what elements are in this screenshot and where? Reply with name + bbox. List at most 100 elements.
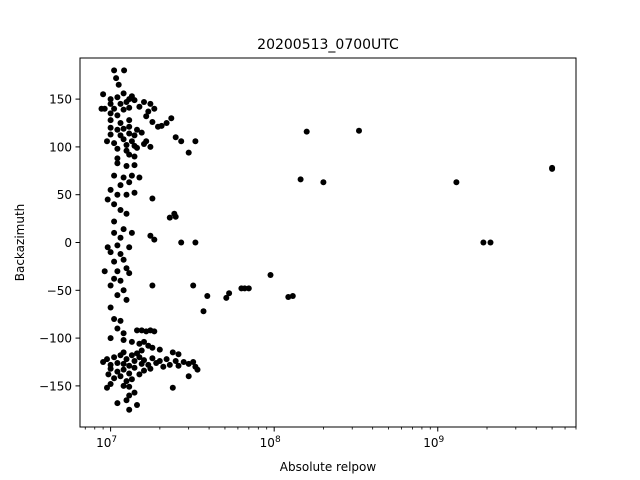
data-point — [104, 244, 111, 251]
data-point — [107, 365, 114, 372]
data-point — [107, 124, 114, 131]
data-point — [178, 138, 185, 145]
y-tick-label: −50 — [47, 284, 72, 298]
data-point — [120, 125, 127, 132]
data-point — [141, 99, 147, 105]
data-point — [131, 358, 138, 364]
data-point — [126, 406, 133, 413]
data-point — [117, 251, 124, 257]
data-point — [114, 292, 121, 299]
data-point — [131, 153, 138, 160]
y-axis: −150 −100 −50 0 50 100 150 — [39, 93, 80, 393]
data-point — [117, 277, 124, 284]
data-point — [120, 360, 127, 367]
data-point — [192, 138, 199, 145]
data-point — [114, 242, 121, 249]
data-point — [126, 117, 133, 124]
data-point — [117, 373, 124, 380]
data-point — [107, 304, 114, 311]
data-point — [136, 354, 143, 361]
data-point — [320, 179, 327, 186]
data-point — [180, 359, 187, 365]
data-point — [141, 338, 147, 345]
data-point — [136, 103, 143, 110]
data-point — [172, 134, 179, 141]
data-point — [134, 144, 140, 151]
data-point — [169, 384, 176, 391]
x-axis-label: Absolute relpow — [280, 460, 377, 474]
data-point — [131, 97, 138, 104]
data-point — [138, 327, 145, 334]
data-point — [190, 359, 197, 365]
data-point — [107, 186, 114, 193]
data-point — [126, 179, 133, 186]
data-point — [111, 275, 118, 282]
data-point — [128, 376, 135, 383]
data-point — [204, 293, 211, 299]
data-point — [123, 397, 130, 404]
data-point — [151, 328, 158, 335]
data-point — [185, 149, 192, 156]
data-point — [123, 378, 130, 385]
data-point — [151, 105, 158, 112]
data-point — [149, 344, 156, 351]
data-point — [107, 381, 114, 387]
data-point — [117, 352, 124, 359]
data-point — [117, 234, 124, 241]
data-point — [120, 330, 127, 337]
data-point — [123, 163, 130, 169]
data-point — [126, 104, 133, 111]
data-point — [111, 229, 118, 236]
data-point — [111, 218, 118, 225]
data-point — [114, 268, 121, 275]
data-point — [128, 229, 135, 236]
data-point — [241, 285, 248, 292]
data-point — [147, 143, 154, 150]
data-point — [151, 236, 158, 243]
data-point — [115, 81, 122, 88]
data-point — [107, 110, 114, 117]
data-point — [185, 373, 192, 380]
data-point — [98, 105, 105, 112]
data-point — [149, 195, 156, 202]
data-point — [120, 136, 127, 143]
data-point — [114, 400, 121, 407]
y-tick-label: 150 — [49, 93, 72, 107]
data-point — [192, 239, 199, 246]
data-point — [111, 354, 118, 361]
data-point — [107, 96, 114, 103]
data-point — [111, 172, 118, 179]
data-point — [136, 174, 143, 181]
data-point — [185, 360, 192, 367]
data-point — [267, 272, 274, 278]
data-point — [111, 258, 118, 265]
data-point — [453, 179, 460, 186]
data-point — [168, 115, 175, 122]
data-point — [134, 126, 140, 133]
data-point — [114, 112, 121, 119]
data-point — [114, 191, 121, 198]
data-point — [289, 293, 296, 299]
data-point — [549, 165, 556, 172]
data-point — [114, 368, 121, 375]
data-point — [149, 119, 156, 125]
data-point — [123, 142, 130, 148]
data-point — [120, 337, 127, 343]
data-point — [104, 196, 111, 203]
data-point — [175, 351, 182, 358]
data-point — [114, 325, 121, 332]
data-point — [114, 160, 121, 167]
data-point — [128, 138, 135, 145]
y-tick-label: 100 — [49, 140, 72, 154]
data-point — [126, 123, 133, 130]
data-point — [131, 389, 138, 396]
data-point — [107, 100, 114, 107]
data-point — [117, 207, 124, 213]
x-tick-label: 107 — [96, 435, 117, 450]
data-point — [156, 358, 163, 364]
data-point — [104, 356, 110, 363]
data-point — [178, 239, 185, 246]
data-point — [138, 129, 145, 136]
